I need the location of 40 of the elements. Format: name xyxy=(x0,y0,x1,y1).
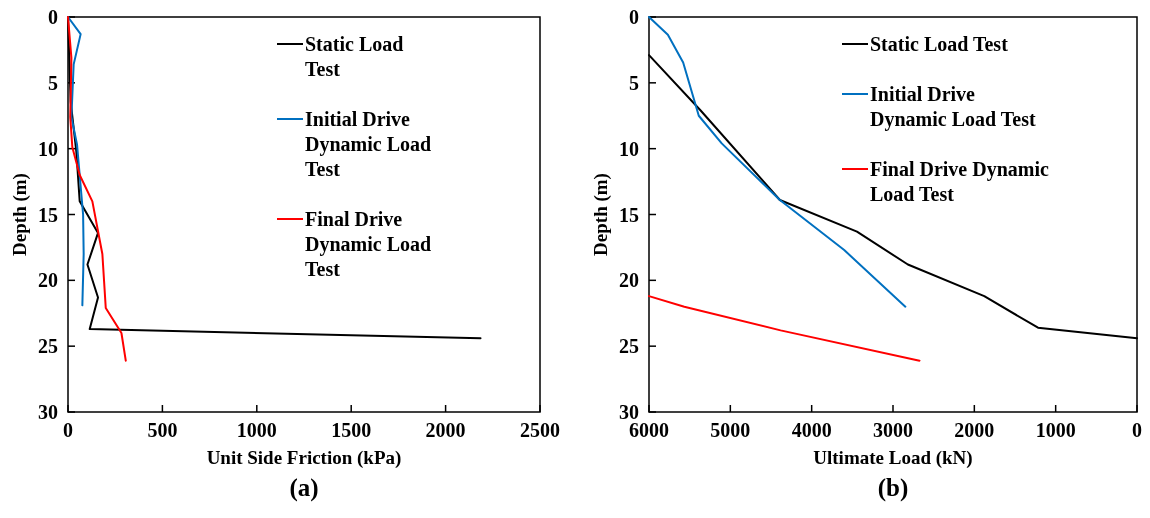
text: (b) xyxy=(877,474,909,502)
legend-label: Static Load Test xyxy=(305,33,404,80)
y-tick-label: 5 xyxy=(48,71,58,94)
y-tick-label: 20 xyxy=(619,269,639,292)
y-tick-label: 30 xyxy=(38,401,58,423)
x-tick-label: 1500 xyxy=(331,419,372,441)
y-tick-label: 15 xyxy=(619,203,639,226)
x-tick-label: 2000 xyxy=(425,419,466,441)
x-tick-label: 0 xyxy=(1132,419,1142,441)
x-tick-label: 5000 xyxy=(710,419,751,441)
x-tick-label: 500 xyxy=(147,419,178,441)
line-series xyxy=(648,295,921,362)
x-tick-label: 1000 xyxy=(1035,419,1076,441)
legend-label: Initial Drive Dynamic Load Test xyxy=(870,83,1036,131)
x-tick-label: 4000 xyxy=(791,419,832,441)
y-tick-label: 25 xyxy=(619,335,639,358)
legend-label: Final Drive Dynamic Load Test xyxy=(305,208,432,280)
y-tick-label: 10 xyxy=(619,137,639,160)
x-tick-label: 3000 xyxy=(873,419,913,441)
y-tick-label: 10 xyxy=(38,137,58,160)
y-tick-label: 25 xyxy=(38,335,58,358)
legend-label: Final Drive Dynamic Load Test xyxy=(870,158,1049,205)
x-tick-label: 2000 xyxy=(954,419,995,441)
y-tick-label: 0 xyxy=(48,6,58,28)
x-axis-title: Ultimate Load (kN) xyxy=(813,447,973,469)
y-axis-title: Depth (m) xyxy=(9,173,31,256)
y-tick-label: 20 xyxy=(38,269,58,292)
y-tick-label: 0 xyxy=(629,6,639,28)
x-tick-label: 1000 xyxy=(236,419,277,441)
x-axis-title: Unit Side Friction (kPa) xyxy=(206,447,402,469)
y-tick-label: 15 xyxy=(38,203,58,226)
x-tick-label: 2500 xyxy=(520,419,560,441)
line-series xyxy=(67,16,85,307)
text: (a) xyxy=(289,474,319,502)
x-tick-label: 0 xyxy=(63,419,73,441)
line-series xyxy=(67,16,127,362)
y-axis-title: Depth (m) xyxy=(590,173,612,256)
legend-label: Static Load Test xyxy=(870,33,1009,55)
y-tick-label: 5 xyxy=(629,71,639,94)
legend-label: Initial Drive Dynamic Load Test xyxy=(305,108,432,180)
